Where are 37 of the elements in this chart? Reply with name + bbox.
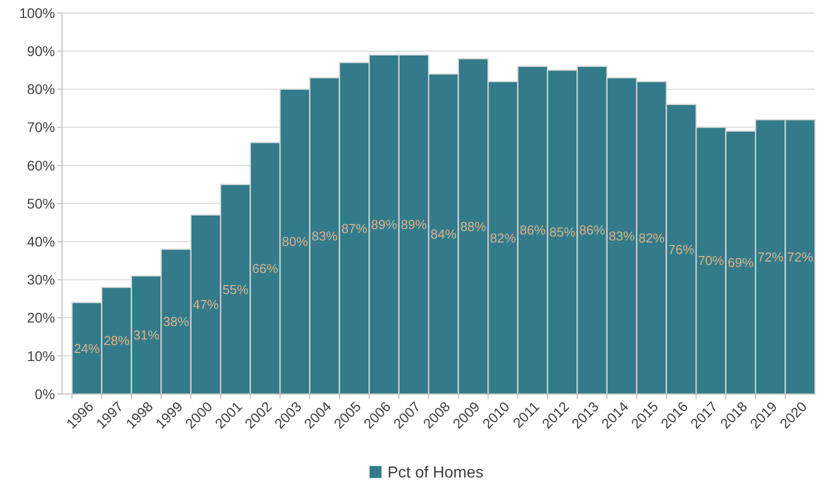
data-label: 70% xyxy=(698,253,724,268)
data-label: 38% xyxy=(163,314,190,330)
data-label: 28% xyxy=(104,333,130,348)
data-label: 89% xyxy=(371,217,398,232)
y-tick-label: 0% xyxy=(34,386,55,402)
data-label: 86% xyxy=(520,222,546,238)
y-tick-label: 30% xyxy=(26,272,55,288)
data-label: 24% xyxy=(74,340,100,356)
y-tick-label: 100% xyxy=(19,4,55,21)
y-tick-label: 60% xyxy=(26,157,55,174)
data-label: 72% xyxy=(787,249,814,264)
data-label: 80% xyxy=(282,234,308,250)
text: Pct of Homes xyxy=(388,464,484,482)
y-tick-label: 90% xyxy=(26,43,55,59)
y-tick-label: 70% xyxy=(26,119,55,136)
data-label: 82% xyxy=(490,230,516,246)
y-tick-label: 80% xyxy=(26,81,55,98)
data-label: 86% xyxy=(579,222,606,238)
data-label: 84% xyxy=(430,226,457,242)
data-label: 87% xyxy=(341,220,368,236)
y-tick-label: 40% xyxy=(26,234,55,250)
data-label: 83% xyxy=(312,228,338,244)
data-label: 72% xyxy=(757,249,784,264)
data-label: 55% xyxy=(222,282,249,297)
data-label: 85% xyxy=(549,224,576,240)
data-label: 31% xyxy=(133,327,160,342)
y-tick-label: 50% xyxy=(26,195,55,212)
data-label: 82% xyxy=(638,230,665,246)
data-label: 69% xyxy=(728,255,754,270)
data-label: 88% xyxy=(460,218,487,234)
data-label: 66% xyxy=(252,260,279,276)
y-tick-label: 20% xyxy=(26,310,55,326)
y-tick-label: 10% xyxy=(26,348,55,364)
data-label: 47% xyxy=(192,297,220,312)
data-label: 89% xyxy=(400,217,428,232)
data-label: 76% xyxy=(668,242,695,257)
data-label: 83% xyxy=(608,228,636,244)
